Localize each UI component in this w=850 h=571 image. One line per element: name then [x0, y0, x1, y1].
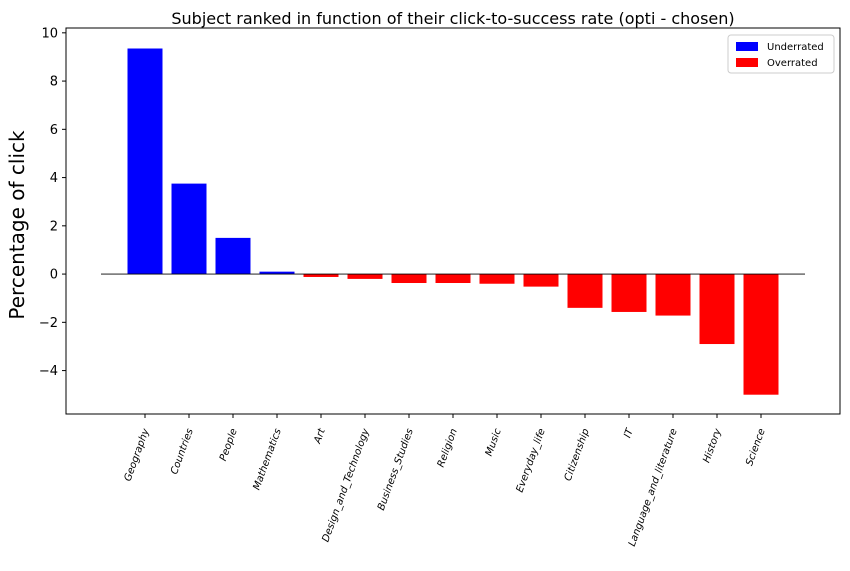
plot-area: −4 −2 0 2 4 6 8 10 Geography Countries People Mathe… [39, 26, 841, 548]
bar-art [303, 274, 339, 277]
x-tick-label: Religion [436, 427, 460, 469]
x-tick-label: Business_Studies [376, 427, 416, 512]
legend-label-overrated: Overrated [767, 58, 818, 69]
bar-music [479, 274, 515, 284]
x-tick-label: Art [312, 426, 328, 446]
chart-title: Subject ranked in function of their clic… [171, 9, 734, 28]
x-tick-label: Design_and_Technology [320, 426, 372, 543]
y-axis-label: Percentage of click [5, 130, 29, 320]
bar-it [611, 274, 647, 312]
bar-science [743, 274, 779, 395]
x-tick-label: Mathematics [251, 427, 283, 491]
x-tick-label: Everyday_life [515, 427, 548, 494]
y-tick-label: −4 [39, 364, 58, 379]
y-tick-label: 10 [41, 26, 58, 41]
bar-religion [435, 274, 471, 284]
x-tick-label: Citizenship [563, 427, 592, 482]
y-tick-label: 0 [50, 268, 58, 283]
x-tick-label: IT [622, 426, 636, 439]
legend-swatch-underrated [736, 42, 758, 51]
legend-label-underrated: Underrated [767, 42, 824, 53]
y-tick-label: −2 [39, 316, 58, 331]
y-tick-label: 8 [50, 75, 58, 90]
bar-business-studies [391, 274, 427, 284]
x-tick-label: Countries [169, 427, 196, 476]
legend: Underrated Overrated [727, 34, 835, 74]
x-tick-label: Music [484, 427, 504, 458]
bar-people [215, 237, 251, 275]
x-tick-label: People [218, 427, 240, 462]
y-tick-label: 4 [50, 171, 58, 186]
y-tick-label: 6 [50, 123, 58, 138]
bar-everyday-life [523, 274, 559, 287]
bar-design-and-technology [347, 274, 383, 279]
bar-geography [127, 48, 163, 275]
bar-citizenship [567, 274, 603, 308]
y-tick-label: 2 [50, 219, 58, 234]
legend-swatch-overrated [736, 58, 758, 67]
x-tick-label: Science [744, 427, 768, 467]
x-tick-label: Geography [123, 426, 153, 483]
bar-mathematics [259, 271, 295, 275]
bar-language-and-literature [655, 274, 691, 316]
x-tick-label: Language_and_literature [627, 427, 680, 548]
x-tick-label: History [701, 426, 724, 464]
bar-history [699, 274, 735, 345]
bar-countries [171, 183, 207, 275]
